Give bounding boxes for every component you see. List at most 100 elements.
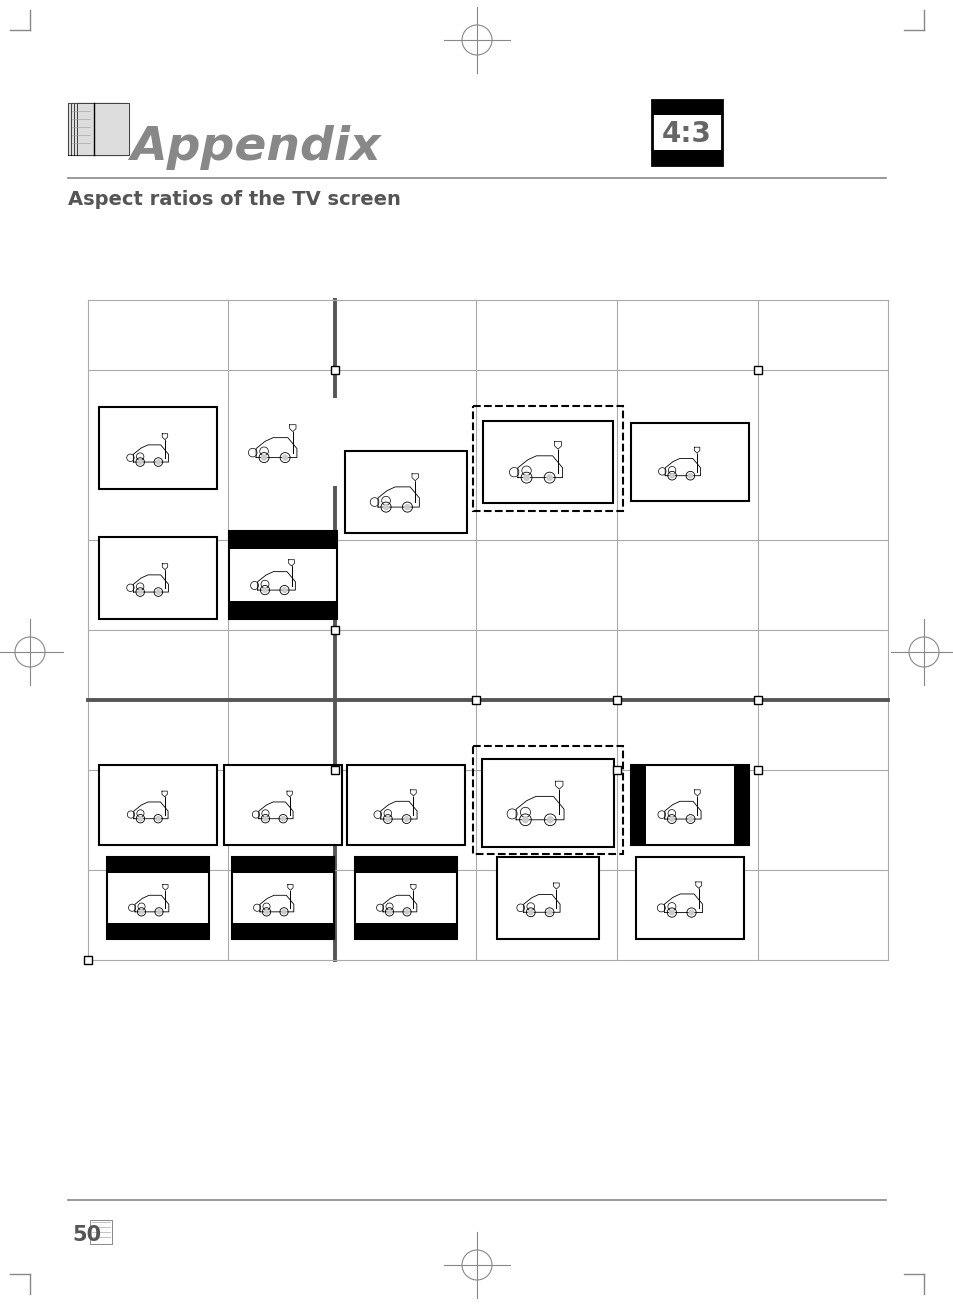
Polygon shape <box>133 575 169 592</box>
Circle shape <box>263 902 270 910</box>
Text: Appendix: Appendix <box>130 125 380 171</box>
Circle shape <box>136 810 144 818</box>
Polygon shape <box>162 792 167 797</box>
Bar <box>630 765 646 845</box>
Bar <box>99 407 216 489</box>
Circle shape <box>666 908 676 917</box>
Circle shape <box>259 452 269 463</box>
Circle shape <box>667 471 676 480</box>
Circle shape <box>404 816 409 822</box>
Circle shape <box>251 582 258 589</box>
Bar <box>753 366 761 374</box>
Circle shape <box>137 908 146 915</box>
Circle shape <box>547 816 553 823</box>
Bar <box>345 451 467 533</box>
Circle shape <box>127 454 134 462</box>
Bar <box>90 1221 112 1244</box>
Bar <box>232 857 334 874</box>
Polygon shape <box>694 790 700 795</box>
Polygon shape <box>259 896 294 911</box>
Circle shape <box>667 815 676 824</box>
Circle shape <box>281 816 285 820</box>
Bar <box>753 765 761 775</box>
Circle shape <box>688 910 693 915</box>
Circle shape <box>669 910 674 915</box>
Circle shape <box>509 467 518 477</box>
Circle shape <box>687 473 692 477</box>
Circle shape <box>522 816 528 823</box>
Polygon shape <box>258 802 293 819</box>
Circle shape <box>153 815 162 823</box>
Circle shape <box>521 466 531 476</box>
Circle shape <box>282 455 287 460</box>
Polygon shape <box>516 797 563 820</box>
Circle shape <box>264 910 269 914</box>
Circle shape <box>520 472 532 482</box>
Polygon shape <box>555 781 562 789</box>
Circle shape <box>248 449 256 456</box>
Circle shape <box>507 808 517 819</box>
Circle shape <box>668 467 675 473</box>
Circle shape <box>370 498 378 506</box>
Polygon shape <box>412 473 418 481</box>
Circle shape <box>386 902 393 910</box>
Bar <box>355 857 456 874</box>
Circle shape <box>156 460 160 464</box>
Circle shape <box>669 816 674 822</box>
Circle shape <box>387 910 391 914</box>
Circle shape <box>138 589 142 595</box>
Circle shape <box>404 505 410 510</box>
Circle shape <box>127 811 134 818</box>
Bar <box>733 765 748 845</box>
Polygon shape <box>289 559 294 566</box>
Circle shape <box>657 904 664 911</box>
Bar <box>753 696 761 704</box>
Circle shape <box>282 588 287 592</box>
Polygon shape <box>133 445 169 462</box>
Circle shape <box>261 580 269 588</box>
Bar <box>497 857 598 939</box>
Polygon shape <box>71 103 123 155</box>
Circle shape <box>685 471 694 480</box>
Bar <box>232 923 334 939</box>
Bar <box>224 765 341 845</box>
Bar <box>481 759 614 848</box>
Polygon shape <box>162 563 168 570</box>
Polygon shape <box>411 884 416 891</box>
Bar <box>355 857 456 939</box>
Bar <box>331 765 338 775</box>
Circle shape <box>135 588 144 596</box>
Bar <box>107 857 209 939</box>
Circle shape <box>261 815 270 823</box>
Bar <box>651 100 721 166</box>
Polygon shape <box>382 896 416 911</box>
Circle shape <box>383 815 392 824</box>
Circle shape <box>544 908 554 917</box>
Circle shape <box>381 497 390 505</box>
Circle shape <box>658 811 665 819</box>
Bar <box>107 857 209 874</box>
Circle shape <box>667 810 675 818</box>
Circle shape <box>154 908 163 915</box>
Bar <box>355 857 456 939</box>
Bar <box>229 531 336 619</box>
Bar <box>636 857 743 939</box>
Circle shape <box>153 588 162 596</box>
Bar <box>345 451 467 533</box>
Circle shape <box>544 814 556 825</box>
Circle shape <box>127 584 134 592</box>
Bar <box>331 626 338 634</box>
Polygon shape <box>517 456 562 477</box>
Polygon shape <box>380 801 416 819</box>
Bar <box>229 531 336 549</box>
Bar <box>99 765 216 845</box>
Circle shape <box>526 902 534 910</box>
Bar <box>331 366 338 374</box>
Polygon shape <box>554 442 561 449</box>
Circle shape <box>686 908 696 917</box>
Circle shape <box>402 815 411 824</box>
Circle shape <box>376 904 383 911</box>
Circle shape <box>262 908 271 915</box>
Text: Aspect ratios of the TV screen: Aspect ratios of the TV screen <box>68 190 400 209</box>
Polygon shape <box>288 884 293 891</box>
